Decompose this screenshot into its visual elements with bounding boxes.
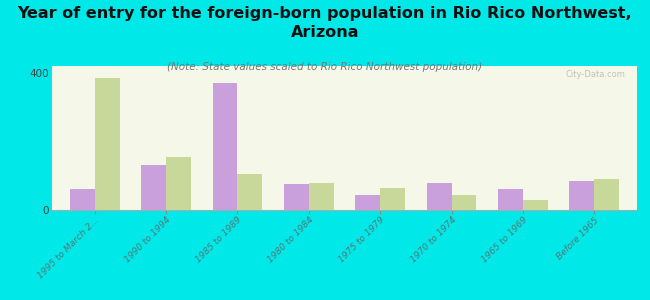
Bar — [95, 78, 120, 210]
Bar — [498, 189, 523, 210]
Bar — [569, 181, 594, 210]
Text: Year of entry for the foreign-born population in Rio Rico Northwest,
Arizona: Year of entry for the foreign-born popul… — [18, 6, 632, 40]
Bar — [452, 195, 476, 210]
Bar — [355, 195, 380, 210]
Bar — [70, 189, 95, 210]
Bar — [594, 179, 619, 210]
Bar — [523, 200, 548, 210]
Bar — [380, 188, 405, 210]
Bar — [213, 83, 237, 210]
Text: (Note: State values scaled to Rio Rico Northwest population): (Note: State values scaled to Rio Rico N… — [168, 61, 482, 71]
Bar — [166, 157, 191, 210]
Bar — [284, 184, 309, 210]
Bar — [426, 183, 452, 210]
Text: City-Data.com: City-Data.com — [566, 70, 625, 79]
Bar — [141, 165, 166, 210]
Bar — [309, 183, 334, 210]
Bar — [237, 174, 263, 210]
